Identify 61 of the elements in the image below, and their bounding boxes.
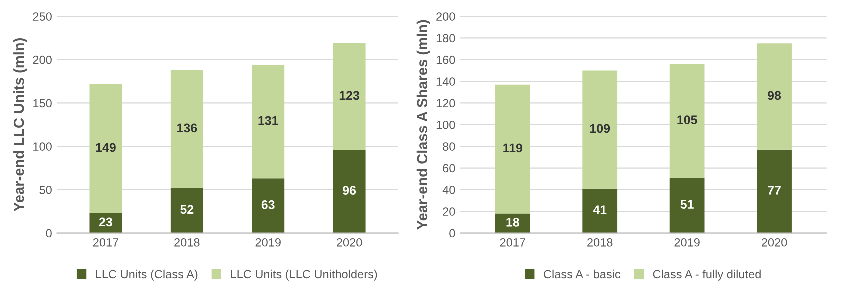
x-tick-label: 2019 — [256, 238, 281, 247]
y-tick-label: 50 — [40, 186, 52, 194]
y-tick-label: 60 — [443, 164, 456, 173]
bar — [582, 70, 618, 189]
x-tick-label: 2019 — [674, 238, 700, 247]
y-tick-label: 200 — [33, 56, 52, 64]
legend-label: Class A - fully diluted — [653, 270, 761, 281]
data-label: 51 — [680, 200, 694, 209]
bar — [90, 84, 122, 214]
bar — [252, 178, 285, 234]
y-tick-label: 0 — [450, 229, 456, 238]
x-tick-label: 2018 — [174, 238, 200, 247]
y-tick-label: 120 — [436, 99, 456, 108]
data-label: 131 — [258, 116, 278, 126]
y-tick-label: 180 — [436, 34, 456, 43]
y-axis-title: Year-end LLC Units (mln) — [14, 38, 28, 212]
y-tick-label: 20 — [443, 208, 456, 216]
y-tick-label: 0 — [46, 229, 52, 238]
data-label: 41 — [593, 206, 607, 214]
data-label: 77 — [768, 186, 781, 195]
x-tick-label: 2017 — [93, 238, 119, 247]
data-label: 149 — [96, 143, 116, 152]
bar — [170, 70, 204, 188]
y-tick-label: 80 — [443, 142, 456, 151]
bar — [582, 188, 618, 234]
y-tick-label: 100 — [34, 142, 52, 151]
data-label: 105 — [678, 116, 698, 124]
data-label: 23 — [99, 218, 112, 227]
data-label: 119 — [504, 144, 523, 153]
data-label: 123 — [340, 91, 360, 100]
y-tick-label: 140 — [436, 78, 456, 86]
data-label: 63 — [262, 200, 275, 210]
y-tick-label: 160 — [436, 56, 456, 64]
legend-label: LLC Units (Class A) — [96, 270, 198, 281]
bar — [670, 64, 705, 178]
y-tick-label: 100 — [436, 120, 456, 130]
data-label: 52 — [180, 205, 194, 214]
bar — [757, 150, 792, 234]
x-tick-label: 2017 — [500, 238, 526, 247]
bar — [757, 44, 792, 150]
y-tick-label: 200 — [436, 12, 456, 21]
x-tick-label: 2020 — [762, 238, 788, 247]
x-tick-label: 2020 — [337, 238, 362, 247]
y-tick-label: 40 — [442, 186, 456, 194]
bar — [495, 84, 530, 214]
bar — [670, 178, 705, 234]
data-label: 98 — [768, 91, 782, 100]
data-label: 136 — [178, 124, 198, 133]
bar — [333, 150, 366, 234]
bar — [333, 43, 366, 150]
data-label: 96 — [343, 186, 356, 196]
y-axis-title: Year-end Class A Shares (mln) — [416, 20, 430, 230]
legend-label: LLC Units (LLC Unitholders) — [231, 270, 378, 281]
legend-label: Class A - basic — [544, 270, 621, 279]
y-tick-label: 250 — [33, 12, 52, 21]
data-label: 109 — [590, 124, 610, 134]
data-label: 18 — [506, 218, 520, 227]
y-tick-label: 150 — [34, 99, 52, 108]
bar — [252, 65, 285, 179]
bar — [170, 188, 204, 234]
x-tick-label: 2018 — [588, 238, 613, 247]
